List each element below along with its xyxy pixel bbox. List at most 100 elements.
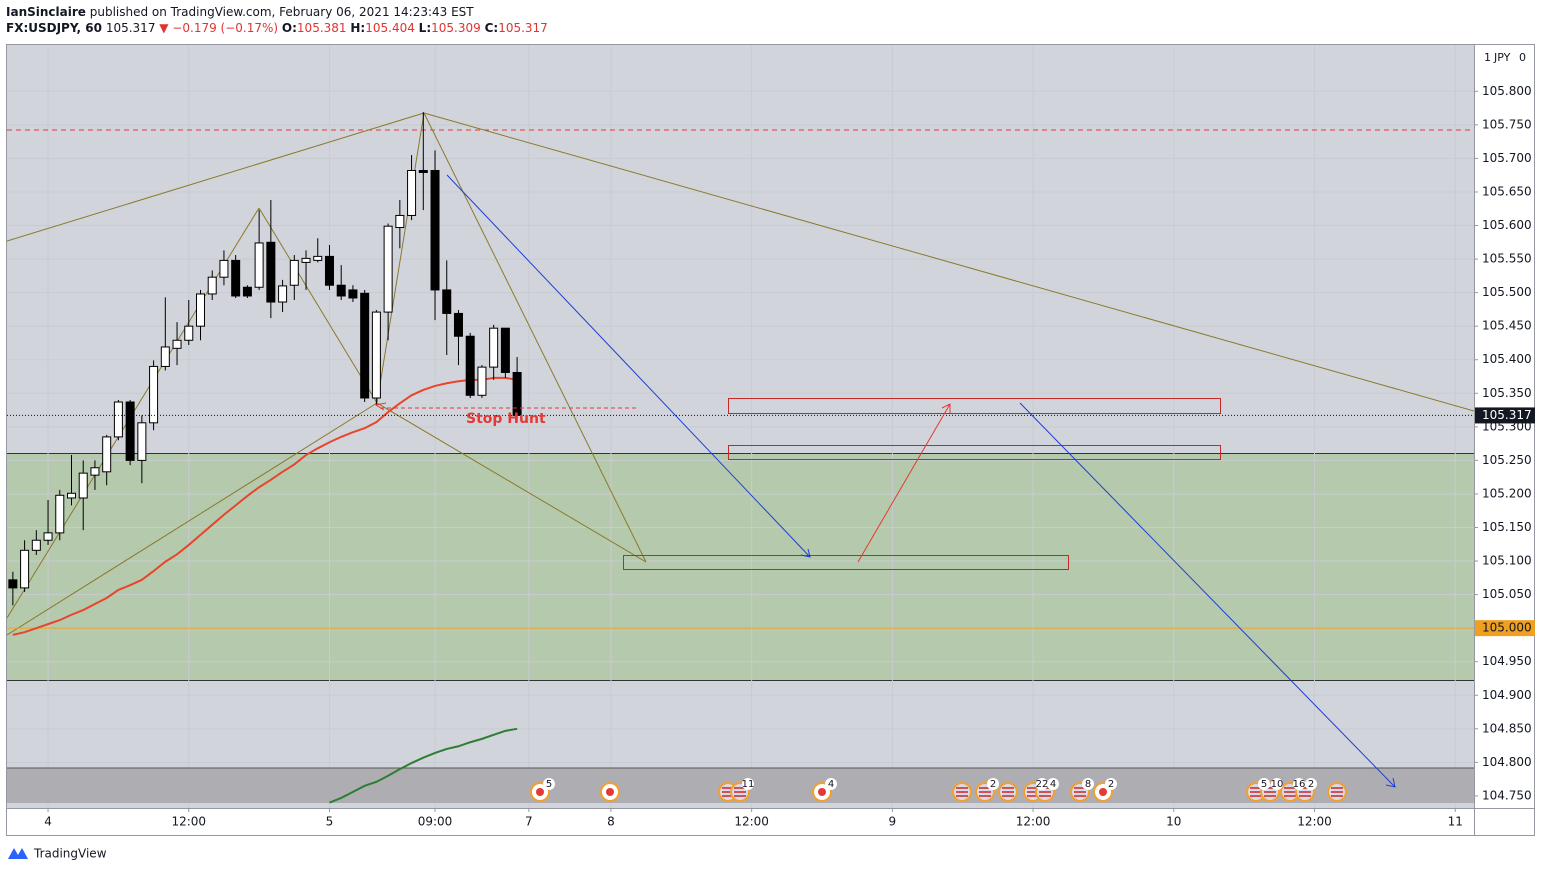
box — [728, 445, 1221, 460]
candle-body — [207, 276, 217, 295]
x-tick-label: 7 — [525, 815, 533, 829]
candle-body — [336, 284, 346, 297]
event-flag — [606, 788, 614, 796]
x-tick-label: 09:00 — [418, 815, 453, 829]
candle-body — [313, 255, 323, 261]
event-count: 2 — [1108, 779, 1114, 790]
candle-body — [160, 346, 170, 367]
candle-body — [66, 492, 76, 499]
event-flag — [956, 787, 968, 797]
y-tick-label: 105.650 — [1482, 184, 1532, 198]
last-price-bg — [1475, 407, 1535, 424]
y-tick-label: 105.550 — [1482, 252, 1532, 266]
event-badge — [1105, 778, 1117, 790]
event-badge — [1271, 778, 1283, 790]
candle-body — [266, 241, 276, 303]
event-count: 16 — [1293, 779, 1306, 790]
candle-body — [8, 579, 18, 589]
candle-body — [477, 366, 487, 396]
candle-body — [231, 259, 241, 297]
brand: TradingView — [33, 847, 107, 861]
candle-body — [20, 549, 30, 589]
open: 105.381 — [296, 21, 347, 35]
symbol: FX:USDJPY, 60 — [6, 21, 102, 35]
y-tick-label: 105.700 — [1482, 151, 1532, 165]
change: ▼ −0.179 (−0.17%) — [159, 21, 279, 35]
x-tick-label: 12:00 — [171, 815, 206, 829]
y-tick-label: 104.900 — [1482, 688, 1532, 702]
event-badge — [742, 778, 754, 790]
y-tick-label: 105.600 — [1482, 218, 1532, 232]
candle-body — [430, 169, 440, 291]
event-badge — [987, 778, 999, 790]
candle-body — [242, 286, 252, 297]
candle-body — [489, 327, 499, 368]
y-tick-label: 105.050 — [1482, 587, 1532, 601]
candle-body — [453, 312, 463, 337]
candle-body — [78, 472, 88, 499]
candle-body — [195, 293, 205, 327]
y-tick-label: 105.400 — [1482, 352, 1532, 366]
trend-line — [423, 112, 1474, 412]
y-tick-label: 105.450 — [1482, 319, 1532, 333]
published: published on TradingView.com, February 0… — [89, 5, 474, 19]
candle-body — [102, 436, 112, 473]
x-tick-label: 12:00 — [1016, 815, 1051, 829]
event-count: 11 — [742, 779, 755, 790]
candle-body — [43, 532, 53, 541]
event-count: 2 — [1308, 779, 1314, 790]
header-line: FX:USDJPY, 60 105.317 ▼ −0.179 (−0.17%) … — [6, 20, 548, 36]
last-price-label: 105.317 — [1482, 408, 1532, 422]
y-tick-label: 104.750 — [1482, 788, 1532, 802]
trend-line — [376, 402, 647, 563]
x-tick-label: 4 — [44, 815, 52, 829]
y-tick-label: 105.100 — [1482, 554, 1532, 568]
trend-line — [258, 207, 378, 404]
candle-body — [219, 259, 229, 278]
low: 105.309 — [431, 21, 481, 35]
y-tick-label: 105.250 — [1482, 453, 1532, 467]
candle-body — [278, 285, 288, 303]
event-count: 10 — [1271, 779, 1284, 790]
trend-line — [376, 112, 425, 404]
y-tick-label: 105.800 — [1482, 84, 1532, 98]
x-tick-label: 12:00 — [734, 815, 769, 829]
box — [623, 555, 1069, 570]
event-flag — [1331, 787, 1343, 797]
candle-body — [465, 335, 475, 396]
axis-icon: 1 — [1484, 51, 1491, 64]
annotation: Stop Hunt — [466, 411, 546, 427]
event-badge — [1293, 778, 1305, 790]
event-count: 5 — [1261, 779, 1267, 790]
candle-body — [360, 292, 370, 399]
y-tick-label: 105.200 — [1482, 486, 1532, 500]
event-count: 4 — [1050, 779, 1056, 790]
y-tick-label: 104.800 — [1482, 755, 1532, 769]
event-badge — [1082, 778, 1094, 790]
event-flag — [1284, 787, 1296, 797]
stop-arrow — [374, 402, 387, 411]
candle-body — [137, 422, 147, 461]
logo: TradingView — [8, 847, 107, 861]
candle-body — [512, 371, 522, 416]
header-line: IanSinclaire published on TradingView.co… — [6, 4, 548, 20]
y-tick-label: 104.950 — [1482, 654, 1532, 668]
event-count: 4 — [828, 779, 834, 790]
x-tick-label: 5 — [326, 815, 334, 829]
high: 105.404 — [365, 21, 415, 35]
moving-average — [12, 376, 518, 636]
candle-body — [125, 401, 135, 461]
header: IanSinclaire published on TradingView.co… — [6, 4, 548, 36]
x-tick-label: 11 — [1448, 815, 1463, 829]
candle-body — [113, 401, 123, 438]
y-tick-label: 105.500 — [1482, 285, 1532, 299]
candle-body — [289, 259, 299, 286]
ohlc-label: O: — [281, 21, 297, 35]
last-price: 105.317 — [105, 21, 156, 35]
event-flag — [1002, 787, 1014, 797]
event-badge — [1305, 778, 1317, 790]
event-count: 5 — [546, 779, 552, 790]
event-badge — [825, 778, 837, 790]
